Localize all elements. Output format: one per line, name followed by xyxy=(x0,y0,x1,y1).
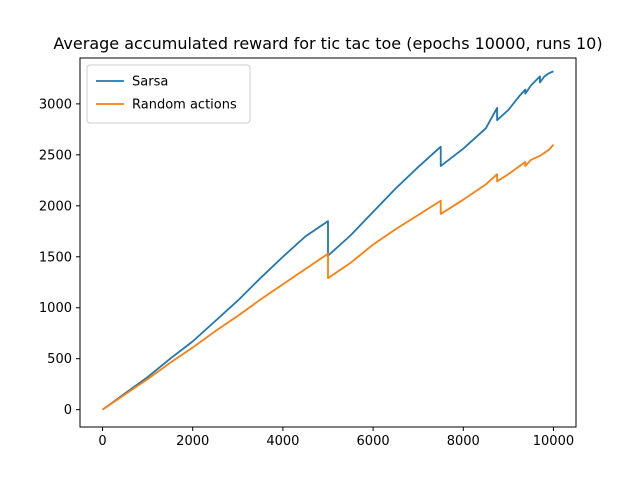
series-line-1 xyxy=(102,144,555,411)
y-tick-label: 1500 xyxy=(39,250,72,265)
legend-label: Random actions xyxy=(132,98,237,113)
y-axis: 0 500 1000 1500 2000 2500 3000 xyxy=(39,97,80,418)
legend-label: Sarsa xyxy=(132,75,168,90)
x-tick-label: 4000 xyxy=(266,434,299,449)
x-axis: 0 2000 4000 6000 8000 10000 xyxy=(98,427,574,449)
plot-frame xyxy=(79,57,577,428)
y-tick-label: 3000 xyxy=(39,97,72,112)
chart-title: Average accumulated reward for tic tac t… xyxy=(53,34,602,53)
legend-box xyxy=(86,64,251,124)
x-tick-label: 10000 xyxy=(533,434,574,449)
x-tick-label: 2000 xyxy=(176,434,209,449)
legend: Sarsa Random actions xyxy=(86,64,251,124)
y-tick-label: 2000 xyxy=(39,199,72,214)
y-tick-label: 1000 xyxy=(39,301,72,316)
series-layer xyxy=(102,70,555,411)
x-tick-label: 8000 xyxy=(447,434,480,449)
y-tick-label: 2500 xyxy=(39,148,72,163)
y-tick-label: 500 xyxy=(47,352,72,367)
series-line-0 xyxy=(102,70,554,411)
y-tick-label: 0 xyxy=(64,403,72,418)
x-tick-label: 0 xyxy=(98,434,106,449)
x-tick-label: 6000 xyxy=(357,434,390,449)
